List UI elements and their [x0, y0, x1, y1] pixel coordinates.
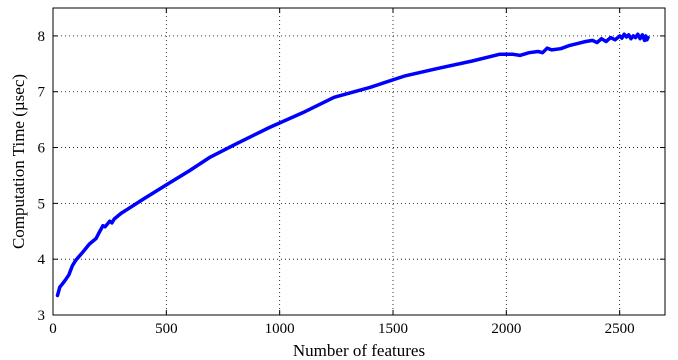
x-tick-label: 2500	[605, 321, 635, 337]
axis-ticks: 0 500 1000 1500 2000 2500 3 4 5 6 7 8	[38, 8, 665, 337]
x-tick-label: 1500	[378, 321, 408, 337]
x-tick-label: 2000	[491, 321, 521, 337]
x-tick-label: 500	[155, 321, 178, 337]
plot-background	[53, 8, 665, 315]
y-tick-label: 5	[38, 196, 46, 212]
series-line	[55, 32, 650, 298]
x-tick-label: 1000	[265, 321, 295, 337]
y-axis-label: Computation Time (µsec)	[9, 74, 28, 249]
y-tick-label: 6	[38, 141, 46, 157]
x-tick-label: 0	[49, 321, 57, 337]
series-layer	[55, 32, 650, 298]
x-axis-label: Number of features	[293, 341, 425, 360]
y-tick-label: 3	[38, 308, 46, 324]
y-tick-label: 7	[38, 85, 46, 101]
plot-frame	[52, 7, 666, 316]
y-tick-label: 8	[38, 29, 46, 45]
y-tick-label: 4	[38, 252, 46, 268]
